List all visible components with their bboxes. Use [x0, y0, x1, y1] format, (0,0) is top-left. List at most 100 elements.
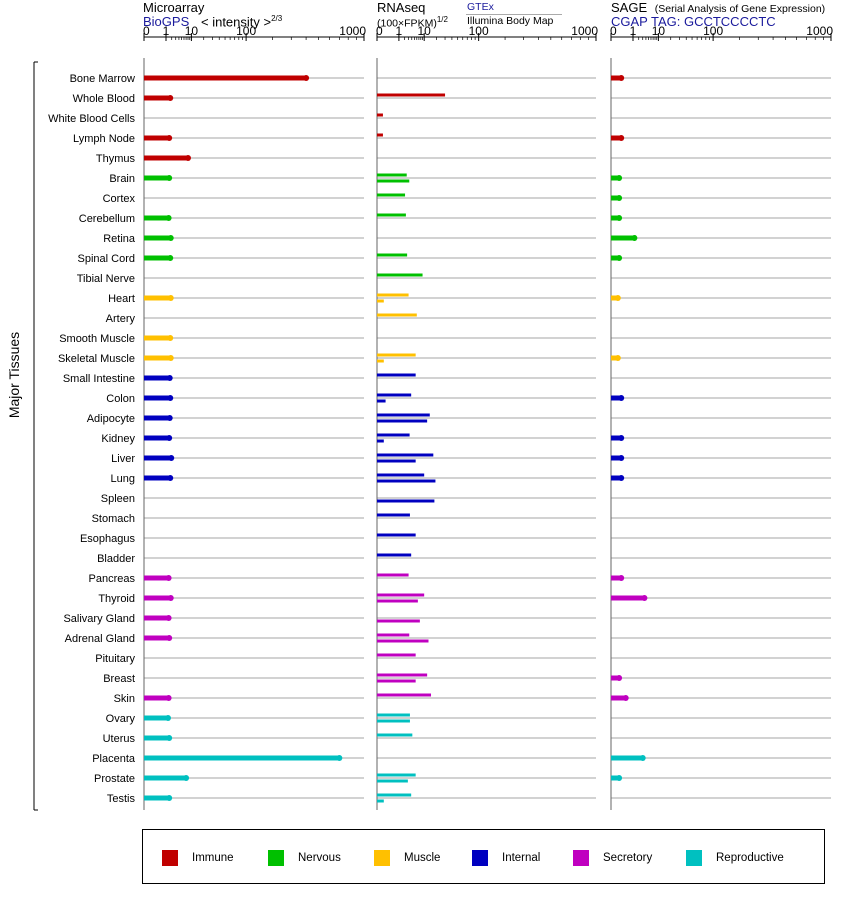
rnaseq-bar — [377, 679, 416, 683]
rnaseq-tick-label: 100 — [469, 24, 489, 38]
row-label: Adipocyte — [87, 413, 135, 425]
rnaseq-bar — [377, 359, 384, 363]
sage-bar — [611, 675, 620, 681]
row-label: Smooth Muscle — [59, 333, 135, 345]
rnaseq-bar — [377, 273, 423, 277]
sage-bar — [611, 775, 620, 781]
rnaseq-bar — [377, 473, 425, 477]
rnaseq-title: RNAseq — [377, 0, 426, 15]
rnaseq-unit-label: (100×FPKM)1/2 — [377, 15, 448, 30]
legend-label-internal: Internal — [502, 852, 541, 864]
rnaseq-bar — [377, 293, 409, 297]
legend-swatch-nervous — [268, 850, 284, 866]
row-label: Kidney — [101, 433, 135, 445]
legend-label-muscle: Muscle — [404, 852, 441, 864]
microarray-bar — [144, 575, 169, 581]
rnaseq-bar — [377, 633, 410, 637]
rnaseq-bar — [377, 779, 408, 783]
sage-bar-cap — [622, 695, 629, 701]
rnaseq-bar — [377, 393, 412, 397]
row-label: Whole Blood — [73, 93, 135, 105]
row-label: Pancreas — [89, 573, 136, 585]
row-label: Bladder — [97, 553, 135, 565]
rnaseq-bar — [377, 453, 434, 457]
row-label: Retina — [103, 233, 136, 245]
microarray-bar-cap — [166, 795, 173, 801]
microarray-bar-cap — [166, 735, 173, 741]
rnaseq-bar — [377, 253, 408, 257]
row-label: Salivary Gland — [63, 613, 135, 625]
microarray-bar-cap — [167, 595, 174, 601]
rnaseq-bar — [377, 439, 384, 443]
microarray-bar — [144, 695, 169, 701]
microarray-bar-cap — [166, 635, 173, 641]
microarray-bar-cap — [167, 295, 174, 301]
legend-swatch-secretory — [573, 850, 589, 866]
microarray-bar — [144, 155, 188, 161]
sage-bar-cap — [616, 215, 623, 221]
sage-bar-cap — [614, 295, 621, 301]
sage-bar — [611, 175, 620, 181]
sage-tag-label: CGAP TAG: GCCTCCCCTC — [611, 14, 776, 29]
illumina-source-label: Illumina Body Map — [467, 15, 554, 27]
rnaseq-bar — [377, 693, 432, 697]
rnaseq-bar — [377, 619, 420, 623]
rnaseq-bar — [377, 653, 416, 657]
rnaseq-bar — [377, 399, 386, 403]
microarray-tick-label: 100 — [236, 24, 256, 38]
sage-tick-label: 0 — [610, 24, 617, 38]
microarray-bar — [144, 295, 171, 301]
sage-bar-cap — [616, 255, 623, 261]
microarray-bar-cap — [168, 455, 175, 461]
sage-bar-cap — [631, 235, 638, 241]
microarray-bar — [144, 355, 171, 361]
microarray-title: Microarray — [143, 0, 205, 15]
row-label: Pituitary — [95, 653, 135, 665]
sage-bar-cap — [616, 675, 623, 681]
microarray-bar-cap — [165, 615, 172, 621]
microarray-bar-cap — [167, 255, 174, 261]
row-label: White Blood Cells — [48, 113, 135, 125]
row-label: Lung — [111, 473, 135, 485]
microarray-bar — [144, 595, 171, 601]
rnaseq-bar — [377, 459, 416, 463]
row-label: Artery — [106, 313, 136, 325]
sage-bar — [611, 755, 643, 761]
row-label: Skin — [114, 693, 135, 705]
microarray-bar — [144, 435, 170, 441]
sage-bar — [611, 235, 635, 241]
microarray-bar — [144, 755, 340, 761]
microarray-bar — [144, 175, 170, 181]
rnaseq-bar — [377, 533, 416, 537]
rnaseq-bar — [377, 413, 430, 417]
sage-title-note: (Serial Analysis of Gene Expression) — [654, 3, 826, 15]
microarray-bar — [144, 615, 169, 621]
legend-label-secretory: Secretory — [603, 852, 653, 864]
microarray-bar-cap — [166, 415, 173, 421]
rnaseq-bar — [377, 479, 436, 483]
sage-bar — [611, 355, 618, 361]
microarray-bar — [144, 235, 171, 241]
row-label: Spleen — [101, 493, 135, 505]
sage-bar-cap — [639, 755, 646, 761]
rnaseq-bar — [377, 179, 410, 183]
microarray-bar — [144, 75, 307, 81]
rnaseq-bar — [377, 593, 425, 597]
rnaseq-bar — [377, 93, 446, 97]
sage-bar — [611, 695, 626, 701]
row-label: Esophagus — [80, 533, 136, 545]
microarray-bar-cap — [166, 175, 173, 181]
microarray-bar — [144, 635, 170, 641]
row-label: Skeletal Muscle — [58, 353, 135, 365]
microarray-bar — [144, 375, 170, 381]
row-label: Thymus — [96, 153, 136, 165]
rnaseq-tick-label: 1 — [396, 24, 403, 38]
legend-item-nervous: Nervous — [268, 850, 341, 866]
sage-tick-label: 10 — [652, 24, 666, 38]
rnaseq-bar — [377, 719, 410, 723]
rnaseq-bar — [377, 793, 412, 797]
rnaseq-tick-label: 0 — [376, 24, 383, 38]
microarray-bar-cap — [185, 155, 191, 161]
microarray-bar-cap — [336, 755, 343, 761]
